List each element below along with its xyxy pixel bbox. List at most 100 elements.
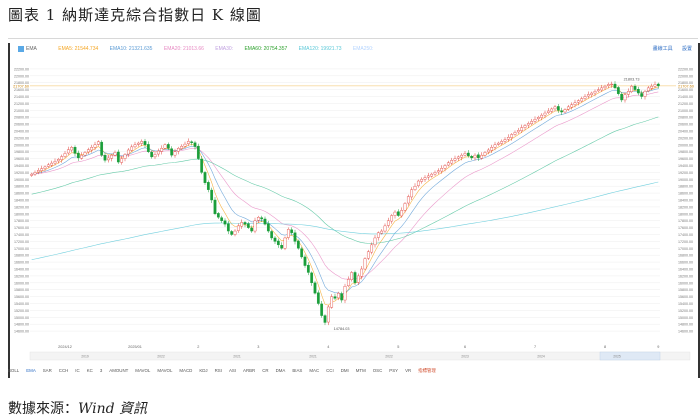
candle-body <box>206 182 210 190</box>
indicator-9[interactable]: MAVOL <box>157 368 173 373</box>
candle-body <box>116 151 120 163</box>
candle-body <box>370 244 374 253</box>
y-tick-label-right: 16400.00 <box>678 268 693 272</box>
candle-body <box>260 217 264 220</box>
candle-body <box>493 144 497 148</box>
indicator-5[interactable]: KC <box>86 368 93 373</box>
candle-body <box>583 96 587 99</box>
candle-body <box>353 272 357 284</box>
candle-body <box>203 172 207 183</box>
draw-tool-button[interactable]: 畫線工具 <box>652 46 673 52</box>
candle-body <box>110 154 114 159</box>
indicator-17[interactable]: BIAS <box>292 368 303 373</box>
indicator-25[interactable]: 指標管理 <box>418 368 436 373</box>
y-tick-label-right: 21800.00 <box>678 81 693 85</box>
indicator-18[interactable]: MAC <box>309 368 320 373</box>
candle-body <box>90 147 94 151</box>
indicator-2[interactable]: SAR <box>42 368 52 373</box>
indicator-21[interactable]: MTM <box>355 368 366 373</box>
indicator-10[interactable]: MACD <box>179 368 193 373</box>
indicator-15[interactable]: CR <box>262 368 269 373</box>
candle-body <box>643 91 647 97</box>
candle-body <box>616 87 620 94</box>
candle-body <box>166 144 170 149</box>
candle-body <box>366 251 370 259</box>
candle-body <box>410 189 414 198</box>
candle-body <box>636 88 640 94</box>
candle-body <box>173 151 177 156</box>
x-tick-label: 7 <box>534 345 536 349</box>
indicator-23[interactable]: PSY <box>389 368 399 373</box>
candle-body <box>600 87 604 91</box>
chart-panel <box>8 43 700 378</box>
indicator-14[interactable]: ARBR <box>243 368 256 373</box>
candle-body <box>140 141 144 144</box>
y-tick-label-right: 15400.00 <box>678 302 693 306</box>
candle-body <box>623 94 627 101</box>
settings-icon[interactable] <box>18 46 24 52</box>
x-tick-label: 2 <box>197 345 199 349</box>
candle-body <box>73 147 77 154</box>
candle-body <box>346 279 350 287</box>
indicator-6[interactable]: 3 <box>99 368 103 373</box>
candle-body <box>80 154 84 159</box>
candle-body <box>256 217 260 221</box>
candle-body <box>566 106 570 110</box>
candle-body <box>350 272 354 280</box>
candle-body <box>60 156 64 160</box>
candle-body <box>530 121 534 125</box>
candle-body <box>433 172 437 175</box>
indicator-toolbar: BOLL EMA SAR CCH IC KC 3 AMOUNT MAVOL MAVOL MACD KD… <box>8 368 698 376</box>
indicator-12[interactable]: RSI <box>214 368 222 373</box>
candle-body <box>70 147 74 151</box>
y-tick-label-right: 14800.00 <box>678 323 693 327</box>
indicator-22[interactable]: OSC <box>372 368 383 373</box>
candle-body <box>333 296 337 299</box>
navigator-year-label: 2022 <box>385 355 393 359</box>
candle-body <box>40 168 44 171</box>
candle-body <box>513 132 517 135</box>
y-tick-label: 17000.00 <box>14 247 29 251</box>
ema-line-2 <box>31 91 659 280</box>
divider <box>8 38 698 39</box>
candle-body <box>226 223 230 232</box>
indicator-7[interactable]: AMOUNT <box>109 368 129 373</box>
ema-line-1 <box>31 88 659 295</box>
annotation-0: 21803.73 <box>624 78 640 82</box>
indicator-16[interactable]: DMA <box>275 368 286 373</box>
candle-body <box>570 104 574 108</box>
indicator-24[interactable]: VR <box>405 368 412 373</box>
indicator-19[interactable]: CCI <box>326 368 334 373</box>
candle-body <box>113 152 117 156</box>
x-tick-label: 4 <box>327 345 329 349</box>
candle-body <box>563 109 567 113</box>
indicator-20[interactable]: DMI <box>340 368 349 373</box>
indicator-1[interactable]: EMA <box>26 368 36 373</box>
indicator-11[interactable]: KDJ <box>199 368 208 373</box>
candle-body <box>476 154 480 159</box>
indicator-4[interactable]: IC <box>75 368 80 373</box>
candle-body <box>236 225 240 231</box>
indicator-13[interactable]: ASI <box>228 368 237 373</box>
indicator-0[interactable]: BOLL <box>8 368 20 373</box>
y-tick-label: 18800.00 <box>14 185 29 189</box>
candle-body <box>180 145 184 149</box>
candle-body <box>96 141 100 145</box>
y-tick-label-right: 21400.00 <box>678 95 693 99</box>
indicator-3[interactable]: CCH <box>58 368 69 373</box>
legend-item-ema5: EMA5: 21544.734 <box>58 46 99 53</box>
y-tick-label: 16400.00 <box>14 268 29 272</box>
candle-body <box>463 153 467 156</box>
legend-item-ema[interactable]: EMA <box>18 46 47 52</box>
candle-body <box>426 175 430 178</box>
settings-button[interactable]: 設置 <box>681 46 692 52</box>
y-tick-label: 17800.00 <box>14 219 29 223</box>
candle-body <box>453 158 457 161</box>
indicator-8[interactable]: MAVOL <box>135 368 151 373</box>
candle-body <box>43 166 47 169</box>
candle-body <box>170 148 174 156</box>
candle-body <box>456 156 460 159</box>
y-tick-label-right: 18200.00 <box>678 205 693 209</box>
candle-body <box>633 85 637 90</box>
candle-body <box>376 232 380 238</box>
